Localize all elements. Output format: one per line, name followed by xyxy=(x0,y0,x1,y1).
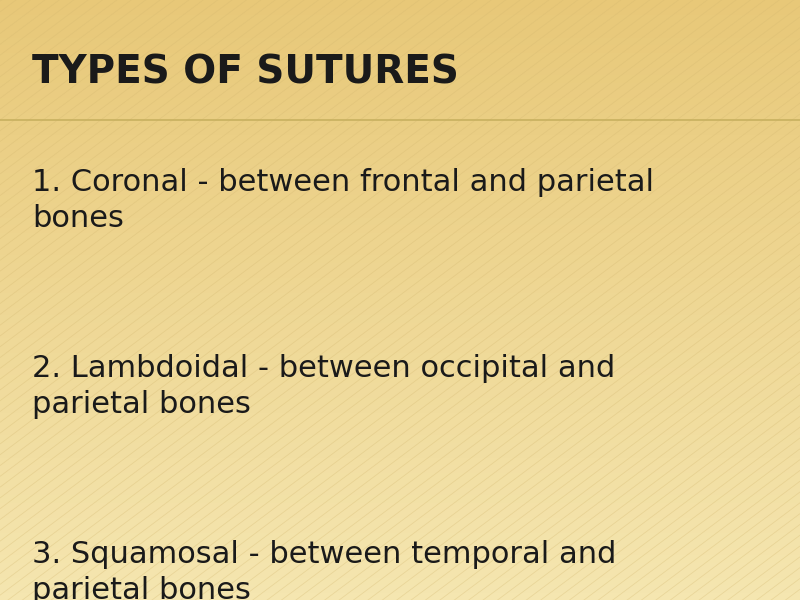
Bar xyxy=(0,473,800,480)
Text: TYPES OF SUTURES: TYPES OF SUTURES xyxy=(32,53,459,91)
Bar xyxy=(0,45,800,52)
Bar xyxy=(0,202,800,210)
Bar xyxy=(0,323,800,330)
Bar xyxy=(0,593,800,600)
Bar xyxy=(0,383,800,390)
Bar xyxy=(0,352,800,360)
Bar xyxy=(0,300,800,307)
Bar xyxy=(0,187,800,195)
Bar xyxy=(0,30,800,37)
Bar xyxy=(0,397,800,405)
Bar xyxy=(0,570,800,577)
Bar xyxy=(0,232,800,240)
Bar xyxy=(0,165,800,173)
Bar xyxy=(0,52,800,60)
Bar xyxy=(0,195,800,202)
Bar xyxy=(0,0,800,7)
Bar xyxy=(0,533,800,540)
Bar xyxy=(0,270,800,277)
Bar xyxy=(0,443,800,450)
Bar xyxy=(0,255,800,263)
Bar xyxy=(0,67,800,75)
Bar xyxy=(0,435,800,443)
Bar xyxy=(0,60,800,67)
Bar xyxy=(0,555,800,563)
Bar xyxy=(0,427,800,435)
Bar xyxy=(0,420,800,427)
Bar xyxy=(0,480,800,487)
Bar xyxy=(0,113,800,120)
Bar xyxy=(0,465,800,473)
Bar xyxy=(0,330,800,337)
Bar xyxy=(0,180,800,187)
Bar xyxy=(0,375,800,383)
Bar xyxy=(0,7,800,15)
Bar xyxy=(0,360,800,367)
Bar xyxy=(0,517,800,525)
Bar xyxy=(0,142,800,150)
Bar xyxy=(0,577,800,585)
Bar xyxy=(0,390,800,397)
Bar xyxy=(0,127,800,135)
Bar xyxy=(0,22,800,30)
Bar xyxy=(0,307,800,315)
Bar xyxy=(0,120,800,127)
Bar xyxy=(0,217,800,225)
Bar xyxy=(0,450,800,457)
Text: 3. Squamosal - between temporal and
parietal bones: 3. Squamosal - between temporal and pari… xyxy=(32,540,616,600)
Text: 2. Lambdoidal - between occipital and
parietal bones: 2. Lambdoidal - between occipital and pa… xyxy=(32,354,615,419)
Bar xyxy=(0,135,800,142)
Bar xyxy=(0,150,800,157)
Bar xyxy=(0,457,800,465)
Bar xyxy=(0,263,800,270)
Bar xyxy=(0,563,800,570)
Bar xyxy=(0,225,800,232)
Bar xyxy=(0,292,800,300)
Bar xyxy=(0,495,800,503)
Bar xyxy=(0,405,800,413)
Bar xyxy=(0,240,800,247)
Bar xyxy=(0,525,800,533)
Bar xyxy=(0,413,800,420)
Bar xyxy=(0,487,800,495)
Bar xyxy=(0,15,800,22)
Bar xyxy=(0,337,800,345)
Bar xyxy=(0,315,800,323)
Bar xyxy=(0,247,800,255)
Bar xyxy=(0,157,800,165)
Bar xyxy=(0,503,800,510)
Bar xyxy=(0,97,800,105)
Text: 1. Coronal - between frontal and parietal
bones: 1. Coronal - between frontal and parieta… xyxy=(32,168,654,233)
Bar xyxy=(0,277,800,285)
Bar xyxy=(0,510,800,517)
Bar xyxy=(0,367,800,375)
Bar xyxy=(0,345,800,352)
Bar xyxy=(0,547,800,555)
Bar xyxy=(0,285,800,292)
Bar xyxy=(0,585,800,593)
Bar xyxy=(0,37,800,45)
Bar xyxy=(0,90,800,97)
Bar xyxy=(0,210,800,217)
Bar xyxy=(0,173,800,180)
Bar xyxy=(0,82,800,90)
Bar xyxy=(0,75,800,82)
Bar xyxy=(0,105,800,113)
Bar xyxy=(0,540,800,547)
